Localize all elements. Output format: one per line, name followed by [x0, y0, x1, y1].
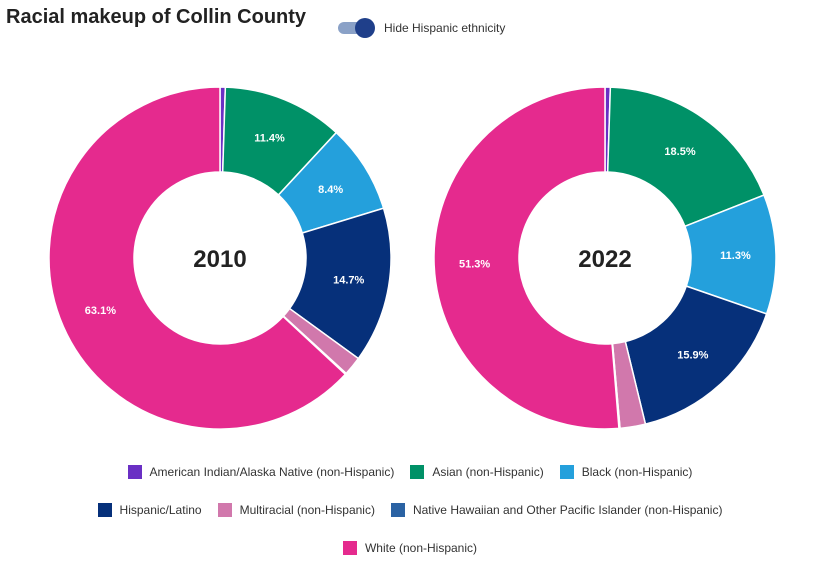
donut-charts: 11.4% 8.4% 14.7% 63.1% 2010 18.5% 11.3% 15.9% 51…	[48, 86, 777, 430]
legend-row-3: White (non-Hispanic)	[0, 541, 820, 555]
page-title: Racial makeup of Collin County	[6, 6, 307, 28]
legend-row-2: Hispanic/Latino Multiracial (non-Hispanic…	[0, 503, 820, 517]
legend-item[interactable]: Hispanic/Latino	[97, 503, 202, 517]
legend-label: White (non-Hispanic)	[364, 541, 478, 555]
legend-label: Native Hawaiian and Other Pacific Island…	[412, 503, 723, 517]
toggle-switch[interactable]	[338, 18, 376, 38]
legend-swatch	[97, 503, 112, 517]
legend-label: Black (non-Hispanic)	[581, 465, 693, 479]
legend-label: Multiracial (non-Hispanic)	[239, 503, 375, 517]
legend-item[interactable]: American Indian/Alaska Native (non-Hispa…	[127, 465, 395, 479]
donut-center-year: 2010	[193, 246, 246, 273]
legend-swatch	[127, 465, 142, 479]
slice-data-label: 63.1%	[85, 305, 116, 317]
legend-swatch	[559, 465, 574, 479]
slice-data-label: 51.3%	[459, 258, 490, 270]
donut-slice[interactable]	[433, 86, 620, 430]
donut-slice[interactable]	[48, 86, 347, 430]
legend-label: Asian (non-Hispanic)	[432, 465, 544, 479]
legend-label: American Indian/Alaska Native (non-Hispa…	[149, 465, 395, 479]
legend-row-1: American Indian/Alaska Native (non-Hispa…	[0, 465, 820, 479]
slice-data-label: 14.7%	[333, 275, 364, 287]
legend-item[interactable]: White (non-Hispanic)	[342, 541, 478, 555]
legend-item[interactable]: Black (non-Hispanic)	[559, 465, 693, 479]
legend-item[interactable]: Asian (non-Hispanic)	[410, 465, 544, 479]
toggle-knob	[355, 18, 375, 38]
hide-hispanic-toggle[interactable]: Hide Hispanic ethnicity	[338, 18, 505, 38]
toggle-label: Hide Hispanic ethnicity	[384, 21, 506, 35]
legend-swatch	[410, 465, 425, 479]
slice-data-label: 8.4%	[318, 184, 343, 196]
legend-swatch	[342, 541, 357, 555]
slice-data-label: 11.4%	[254, 132, 285, 144]
legend-label: Hispanic/Latino	[119, 503, 202, 517]
donut-center-year: 2022	[578, 246, 631, 273]
legend-item[interactable]: Multiracial (non-Hispanic)	[217, 503, 375, 517]
slice-data-label: 15.9%	[677, 350, 708, 362]
legend-swatch	[217, 503, 232, 517]
slice-data-label: 11.3%	[720, 250, 751, 262]
legend-item[interactable]: Native Hawaiian and Other Pacific Island…	[390, 503, 723, 517]
legend-swatch	[390, 503, 405, 517]
donut-slice[interactable]	[606, 86, 765, 228]
slice-data-label: 18.5%	[664, 146, 695, 158]
